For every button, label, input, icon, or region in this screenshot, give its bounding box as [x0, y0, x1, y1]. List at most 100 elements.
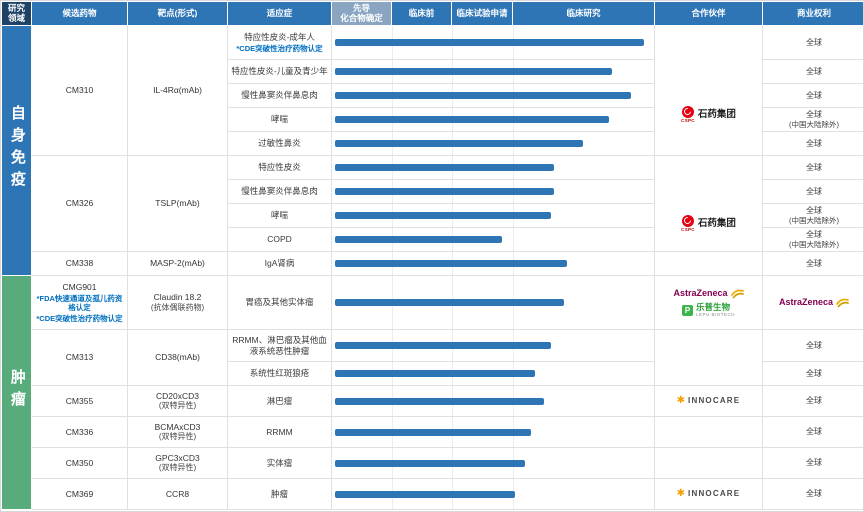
pipeline-bar-cell — [331, 385, 655, 417]
target-cell: GPC3xCD3 (双特异性) — [127, 447, 228, 479]
col-header-target: 靶点(形式) — [127, 1, 228, 26]
pipeline-bar-cell — [331, 131, 655, 156]
fda-fast-track-note: *FDA快速通道及孤儿药资格认定 — [36, 293, 123, 313]
col-header-candidate: 候选药物 — [31, 1, 128, 26]
rights-cell: 全球 — [762, 155, 863, 180]
rights-cell: 全球 — [762, 385, 863, 417]
pipeline-bar — [335, 116, 609, 123]
pipeline-bar — [335, 397, 545, 405]
table-row: 自身免疫 CM310 IL-4Rα(mAb) 特应性皮炎-成年人 *CDE突破性… — [1, 25, 863, 276]
pipeline-bar — [335, 188, 554, 195]
table-row: CM336 BCMAxCD3 (双特异性) RRMM 全球 — [2, 416, 863, 448]
pipeline-bar — [335, 68, 612, 75]
indication-cell: 过敏性鼻炎 — [227, 131, 332, 156]
pipeline-bar — [335, 164, 554, 171]
target-cell: BCMAxCD3 (双特异性) — [127, 416, 228, 448]
rights-cell: 全球 — [762, 329, 863, 362]
rights-cell: AstraZeneca — [762, 275, 863, 330]
pipeline-bar-cell — [331, 25, 655, 60]
table-row: CM355 CD20xCD3 (双特异性) 淋巴瘤 ✱ INNOCARE 全球 — [2, 385, 863, 417]
cspc-logo: CSPC 石药集团 — [657, 105, 760, 124]
indication-cell: 慢性鼻窦炎伴鼻息肉 — [227, 179, 332, 204]
drug-cell: CM338 — [31, 251, 128, 276]
breakthrough-note: *CDE突破性治疗药物认定 — [36, 313, 123, 323]
innocare-logo: ✱ INNOCARE — [676, 488, 741, 499]
innocare-star-icon: ✱ — [676, 488, 686, 499]
partner-cell — [654, 416, 763, 448]
pipeline-bar — [335, 39, 645, 46]
indication-cell: 特应性皮炎-成年人 *CDE突破性治疗药物认定 — [227, 25, 332, 60]
pipeline-bar-cell — [331, 107, 655, 132]
cspc-logo: CSPC 石药集团 — [657, 214, 760, 233]
table-row: CM350 GPC3xCD3 (双特异性) 实体瘤 全球 — [2, 447, 863, 479]
pipeline-bar-cell — [331, 361, 655, 386]
drug-cell: CM336 — [31, 416, 128, 448]
pipeline-bar — [335, 459, 525, 467]
partner-cell: CSPC 石药集团 — [654, 155, 763, 252]
table-row: CM313 CD38(mAb) RRMM、淋巴瘤及其他血液系统恶性肿瘤 全球 — [2, 329, 863, 386]
table-row: COPD 全球 (中国大陆除外) — [2, 227, 863, 252]
rights-cell: 全球 (中国大陆除外) — [762, 227, 863, 252]
drug-cell: CMG901 *FDA快速通道及孤儿药资格认定 *CDE突破性治疗药物认定 — [31, 275, 128, 330]
table-row: 慢性鼻窦炎伴鼻息肉 全球 — [2, 179, 863, 204]
breakthrough-note: *CDE突破性治疗药物认定 — [236, 43, 323, 53]
indication-cell: IgA肾病 — [227, 251, 332, 276]
drug-cell: CM350 — [31, 447, 128, 479]
pipeline-bar-cell — [331, 416, 655, 448]
research-area-oncology: 肿瘤 — [1, 275, 32, 510]
indication-cell: 实体瘤 — [227, 447, 332, 479]
rights-cell: 全球 — [762, 251, 863, 276]
rights-cell: 全球 — [762, 131, 863, 156]
partner-cell — [654, 329, 763, 386]
indication-cell: 哮喘 — [227, 203, 332, 228]
table-row: CM326 TSLP(mAb) 特应性皮炎 CSPC 石药集团 全球 — [2, 155, 863, 252]
col-header-preclinical: 临床前 — [391, 1, 452, 26]
cspc-logo-icon: CSPC — [681, 214, 695, 233]
target-cell: IL-4Rα(mAb) — [127, 25, 228, 156]
indication-cell: 系统性红斑狼疮 — [227, 361, 332, 386]
target-cell: CCR8 — [127, 478, 228, 510]
rights-cell: 全球 — [762, 59, 863, 84]
table-row: CM338 MASP-2(mAb) IgA肾病 全球 — [2, 251, 863, 276]
header-row: 研究领域 候选药物 靶点(形式) 适应症 先导 化合物确定 临床前 临床试验申请… — [1, 1, 863, 26]
drug-cell: CM369 — [31, 478, 128, 510]
indication-cell: COPD — [227, 227, 332, 252]
rights-cell: 全球 — [762, 361, 863, 386]
partner-cell: ✱ INNOCARE — [654, 478, 763, 510]
innocare-logo: ✱ INNOCARE — [676, 395, 741, 406]
indication-cell: 淋巴瘤 — [227, 385, 332, 417]
col-header-clinical-study: 临床研究 — [512, 1, 655, 26]
col-header-rights: 商业权利 — [762, 1, 863, 26]
partner-cell: AstraZeneca 乐普生物 LEPU BIOTECH — [654, 275, 763, 330]
pipeline-bar — [335, 490, 516, 498]
table-row: 系统性红斑狼疮 全球 — [2, 361, 863, 386]
target-cell: CD20xCD3 (双特异性) — [127, 385, 228, 417]
partner-cell: ✱ INNOCARE — [654, 385, 763, 417]
indication-cell: RRMM、淋巴瘤及其他血液系统恶性肿瘤 — [227, 329, 332, 362]
drug-cell: CM313 — [31, 329, 128, 386]
indication-cell: 特应性皮炎-儿童及青少年 — [227, 59, 332, 84]
indication-cell: RRMM — [227, 416, 332, 448]
pipeline-bar — [335, 140, 583, 147]
rights-cell: 全球 — [762, 447, 863, 479]
pipeline-bar — [335, 299, 564, 306]
pipeline-bar — [335, 342, 551, 349]
table-row: 过敏性鼻炎 全球 — [2, 131, 863, 156]
pipeline-bar-cell — [331, 275, 655, 330]
table-row: 肿瘤 CMG901 *FDA快速通道及孤儿药资格认定 *CDE突破性治疗药物认定… — [1, 275, 863, 510]
pipeline-bar — [335, 260, 567, 267]
target-cell: TSLP(mAb) — [127, 155, 228, 252]
partner-cell: CSPC 石药集团 — [654, 25, 763, 156]
pipeline-bar-cell — [331, 83, 655, 108]
target-cell: Claudin 18.2 (抗体偶联药物) — [127, 275, 228, 330]
rights-cell: 全球 — [762, 478, 863, 510]
col-header-research-area: 研究领域 — [1, 1, 32, 26]
table-row: 慢性鼻窦炎伴鼻息肉 全球 — [2, 83, 863, 108]
pipeline-bar — [335, 92, 632, 99]
pipeline-bar-cell — [331, 329, 655, 362]
pipeline-bar-cell — [331, 59, 655, 84]
indication-cell: 胃癌及其他实体瘤 — [227, 275, 332, 330]
pipeline-bar — [335, 212, 551, 219]
pipeline-bar-cell — [331, 447, 655, 479]
